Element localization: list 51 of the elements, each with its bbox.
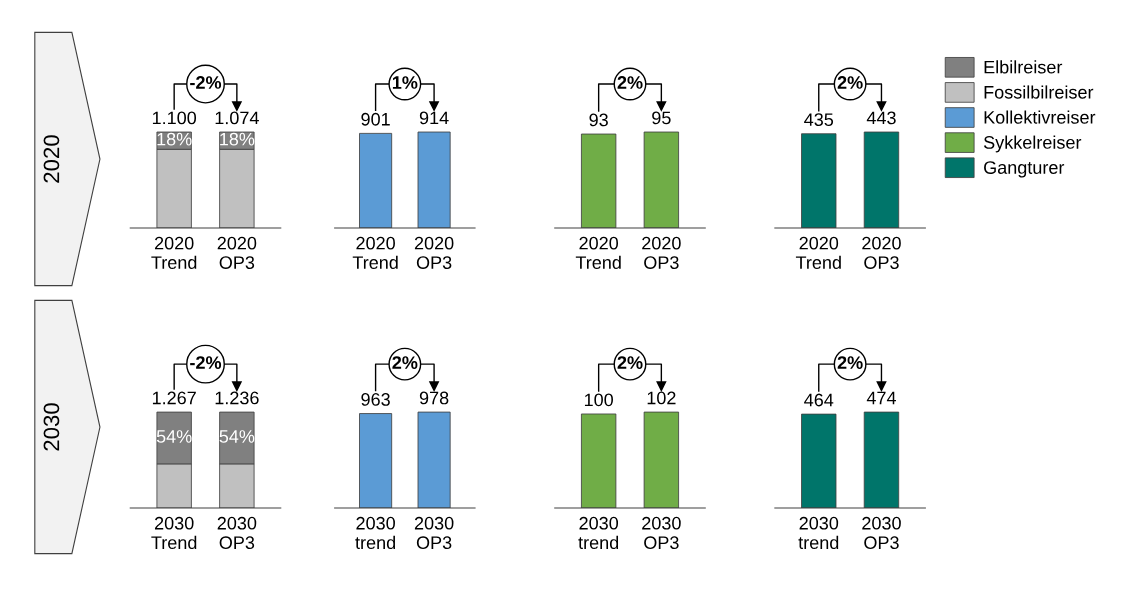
x-tick-label: 2020 Trend	[151, 236, 197, 269]
text: 2%	[617, 356, 643, 369]
x-tick-label: 2030 OP3	[414, 516, 454, 550]
annotation: 1.074	[215, 111, 259, 125]
data-label: 18%	[157, 132, 192, 146]
x-tick-label: 2020 Trend	[795, 236, 841, 269]
data-label: 100	[584, 393, 614, 407]
data-label: 464	[804, 393, 834, 407]
text: 2%	[837, 76, 863, 89]
x-tick-label: 2030 OP3	[642, 516, 681, 550]
data-label: 18%	[220, 132, 255, 146]
annotation: 1.100	[152, 111, 197, 125]
data-label: 901	[361, 112, 390, 126]
data-label: 435	[804, 113, 834, 127]
text: -2%	[190, 356, 222, 369]
text: 2030	[43, 403, 60, 451]
annotation: 1.267	[152, 391, 196, 405]
text: -2%	[190, 76, 222, 89]
x-tick-label: 2030 OP3	[862, 516, 901, 550]
x-tick-label: 2020 OP3	[217, 236, 257, 269]
x-tick-label: 2030 trend	[578, 516, 619, 550]
x-tick-label: 2020 OP3	[862, 236, 901, 269]
x-tick-label: 2030 Trend	[151, 516, 197, 550]
legend-label: Sykkelreiser	[983, 135, 1082, 153]
x-tick-label: 2030 OP3	[217, 516, 257, 550]
x-tick-label: 2020 OP3	[414, 236, 454, 269]
legend-label: Kollektivreiser	[984, 110, 1096, 124]
annotation: 1.236	[215, 391, 259, 405]
data-label: 95	[652, 111, 671, 125]
legend-label: Fossilbilreiser	[984, 85, 1094, 99]
data-label: 474	[866, 391, 896, 405]
data-label: 54%	[219, 430, 255, 443]
x-tick-label: 2030 trend	[798, 516, 839, 550]
data-label: 914	[419, 111, 449, 125]
x-tick-label: 2020 Trend	[575, 236, 621, 269]
legend-label: Gangturer	[984, 161, 1065, 178]
text: 2%	[617, 76, 643, 89]
data-label: 443	[866, 111, 896, 125]
data-label: 93	[589, 113, 608, 127]
x-tick-label: 2030 trend	[355, 516, 396, 550]
x-tick-label: 2020 Trend	[352, 236, 398, 269]
data-label: 978	[419, 391, 449, 405]
legend-label: Elbilreiser	[984, 60, 1063, 74]
text: 1%	[392, 76, 418, 89]
text: 2020	[43, 135, 60, 183]
x-tick-label: 2020 OP3	[642, 236, 681, 269]
data-label: 54%	[156, 430, 192, 443]
text: 2%	[837, 356, 863, 369]
text: 2%	[392, 356, 418, 369]
data-label: 102	[647, 391, 676, 405]
data-label: 963	[361, 393, 390, 406]
